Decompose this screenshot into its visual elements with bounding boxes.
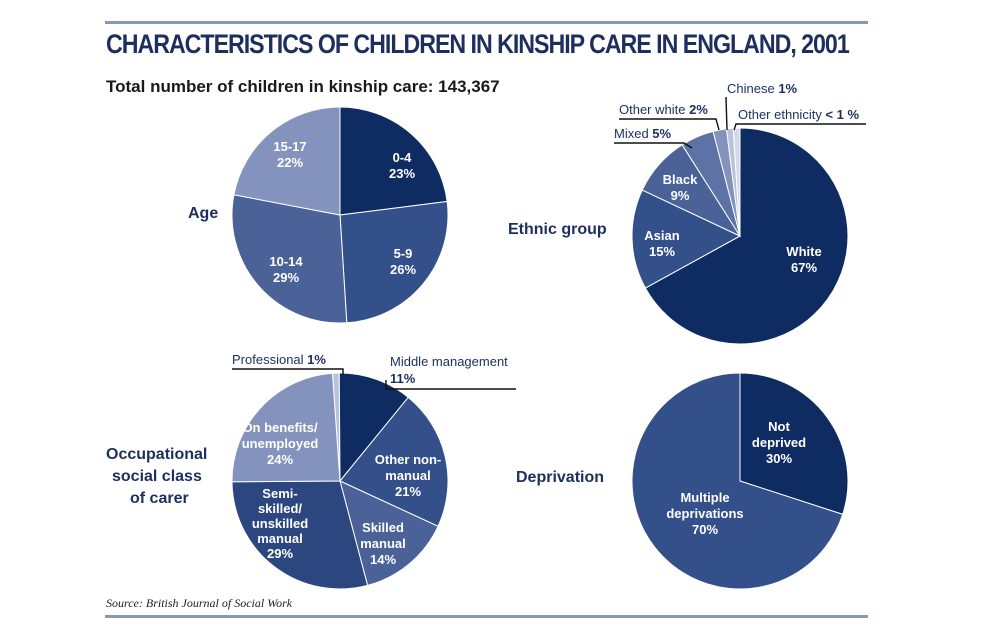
occupation-label-skilled-manual: Skilled manual 14%	[360, 520, 406, 567]
ethnic-callout-mixed-leader-line	[614, 142, 693, 149]
ethnic-label-asian: Asian 15%	[644, 228, 679, 259]
ethnic-label-white: White 67%	[786, 244, 821, 275]
deprivation-label-multiple-deprivations: Multiple deprivations 70%	[666, 490, 743, 537]
age-slice-10-14	[231, 194, 348, 324]
occupation-callout-middle-management-label: Middle management 11%	[390, 354, 508, 386]
ethnic-label-black: Black 9%	[663, 172, 698, 203]
occupation-chart-title: Occupational social class of carer	[106, 446, 212, 507]
bottom-rule	[105, 615, 868, 618]
occupation-title-line-3: of carer	[130, 490, 189, 507]
age-slice-0-4	[339, 106, 448, 216]
deprivation-chart: Deprivation Not deprived 30%Multiple depriv…	[516, 372, 849, 590]
occupation-callout-professional-leader-line	[232, 368, 344, 375]
occupation-label-other-non-manual: Other non-manual 21%	[375, 452, 441, 499]
ethnic-callout-chinese-leader-line	[725, 97, 728, 131]
ethnic-callout-other-white-leader-line	[619, 118, 720, 131]
occupation-slice-other-non-manual	[339, 396, 449, 527]
occupation-callout-middle-management-leader-line	[385, 380, 516, 390]
occupation-title-line-1: Occupational	[106, 446, 207, 463]
occupation-slice-on-benefits-unemployed	[231, 372, 341, 483]
occupation-label-on-benefits: On benefits/unemployed 24%	[242, 420, 319, 467]
ethnic-callout-chinese-label: Chinese 1%	[727, 81, 798, 96]
age-chart-title: Age	[188, 205, 218, 222]
age-slice-15-17	[233, 106, 341, 216]
page-subtitle: Total number of children in kinship care…	[106, 77, 500, 96]
ethnic-callout-mixed-label: Mixed 5%	[614, 126, 672, 141]
occupation-callout-professional-label: Professional 1%	[232, 352, 326, 367]
deprivation-slice-not-deprived	[739, 372, 849, 516]
deprivation-pie: Not deprived 30%Multiple deprivations 70%	[631, 372, 849, 590]
deprivation-label-not-deprived: Not deprived 30%	[752, 419, 806, 466]
ethnic-slice-white	[644, 127, 849, 345]
occupation-pie: Other non-manual 21% Skilled manual 14% Semi-…	[231, 372, 449, 590]
ethnic-callout-other-white-label: Other white 2%	[619, 102, 708, 117]
occupation-callouts: Professional 1% Middle management 11%	[232, 352, 516, 390]
occupation-chart: Occupational social class of carer Other…	[106, 352, 516, 590]
age-chart: Age 0-4 23% 5-9 26% 10-14 29% 15-17 22%	[188, 106, 449, 324]
occupation-label-semi-skilled: Semi-skilled/unskilled manual 29%	[252, 486, 308, 561]
occupation-slice-middle-management	[338, 372, 409, 483]
age-pie: 0-4 23% 5-9 26% 10-14 29% 15-17 22%	[231, 106, 449, 324]
ethnic-callout-other-ethnicity-label: Other ethnicity < 1 %	[738, 107, 859, 122]
ethnic-callouts: Mixed 5% Other white 2% Chinese 1% Other et…	[614, 81, 866, 149]
ethnic-pie: White 67% Asian 15% Black 9%	[631, 127, 849, 345]
source-note: Source: British Journal of Social Work	[106, 596, 293, 610]
occupation-slice-skilled-manual	[339, 480, 439, 587]
ethnic-slice-other-ethnicity	[732, 127, 741, 237]
age-slice-5-9	[339, 200, 449, 324]
deprivation-chart-title: Deprivation	[516, 469, 604, 486]
age-label-0-4: 0-4 23%	[389, 150, 415, 181]
ethnic-chart: Ethnic group White 67% Asian 15% Black 9% Mix…	[508, 81, 866, 345]
occupation-title-line-2: social class	[112, 468, 202, 485]
page-title: CHARACTERISTICS OF CHILDREN IN KINSHIP C…	[106, 29, 850, 59]
ethnic-slice-asian	[631, 189, 742, 289]
deprivation-slice-multiple-deprivations	[631, 372, 844, 590]
top-rule	[105, 21, 868, 24]
ethnic-chart-title: Ethnic group	[508, 221, 607, 238]
age-label-10-14: 10-14 29%	[269, 254, 303, 285]
occupation-slice-semi-skilled-unskilled-manual	[231, 480, 369, 590]
age-label-5-9: 5-9 26%	[390, 246, 416, 277]
age-label-15-17: 15-17 22%	[273, 139, 306, 170]
ethnic-callout-other-ethnicity-leader-line	[733, 123, 866, 131]
